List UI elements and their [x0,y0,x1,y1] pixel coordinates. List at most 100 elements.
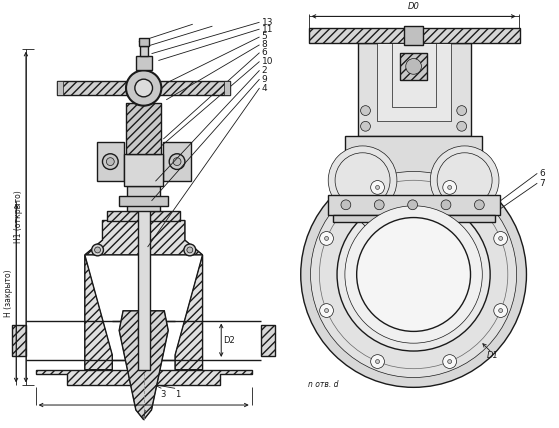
Bar [392,43,436,107]
Circle shape [102,154,118,169]
Circle shape [371,355,385,369]
Text: 8: 8 [262,40,267,49]
Circle shape [443,355,457,369]
Circle shape [475,200,484,210]
Circle shape [337,198,490,351]
Bar [107,211,180,220]
Bar [138,76,150,103]
Circle shape [361,122,371,131]
Text: 9: 9 [262,74,267,83]
Circle shape [325,309,329,312]
Polygon shape [175,255,202,370]
Circle shape [301,162,527,387]
Bar [138,326,150,340]
Text: D0: D0 [408,3,420,12]
Polygon shape [119,311,168,420]
Bar [400,53,427,80]
Text: 4: 4 [262,83,267,92]
Circle shape [328,146,397,214]
Circle shape [325,236,329,241]
Circle shape [499,309,503,312]
Bar [126,103,162,154]
Circle shape [457,122,467,131]
Text: 11: 11 [262,25,273,34]
Text: 1: 1 [176,390,181,399]
Circle shape [457,106,467,116]
Circle shape [430,146,499,214]
Circle shape [437,153,492,208]
Bar [126,103,162,154]
Circle shape [371,181,385,194]
Circle shape [106,158,114,166]
Bar [328,195,500,214]
Text: D2: D2 [223,336,235,345]
Circle shape [494,304,508,318]
Bar [333,214,495,223]
Bar [262,324,275,356]
Text: l: l [143,410,145,420]
Circle shape [448,185,452,190]
Circle shape [320,232,333,245]
Text: 2: 2 [262,66,267,75]
Circle shape [92,244,103,256]
Circle shape [173,158,181,166]
Circle shape [320,304,333,318]
Circle shape [357,217,471,331]
Circle shape [375,200,384,210]
Circle shape [494,232,508,245]
Text: H (закрыто): H (закрыто) [4,269,13,317]
Circle shape [341,200,351,210]
Bar [163,142,191,181]
Circle shape [311,172,517,377]
Text: D: D [350,184,356,193]
Circle shape [126,70,162,106]
Text: 13: 13 [262,18,273,27]
Bar [107,211,180,220]
Bar [58,81,230,95]
Polygon shape [85,255,112,370]
Bar [345,136,482,195]
Text: 10: 10 [262,57,273,66]
Circle shape [184,244,196,256]
Bar [309,28,520,43]
Circle shape [135,79,153,97]
Bar [400,53,427,80]
Circle shape [406,59,421,74]
Polygon shape [36,370,252,385]
Polygon shape [85,220,202,255]
Bar [58,81,63,95]
Bar [309,28,520,43]
Bar [138,326,150,340]
Text: H1 (открыто): H1 (открыто) [14,191,23,244]
Bar [124,154,163,186]
Bar [12,324,26,356]
Bar [262,324,275,356]
Text: 6: 6 [539,169,545,178]
Bar [139,38,149,46]
Text: 6: 6 [262,48,267,57]
Circle shape [448,360,452,363]
Circle shape [335,153,390,208]
Bar [140,46,148,56]
Bar [127,186,160,211]
Bar [224,81,230,95]
Circle shape [408,200,418,210]
Text: D1: D1 [487,351,499,360]
Bar [97,142,124,181]
Text: M: M [408,268,420,281]
Circle shape [361,106,371,116]
Text: 7: 7 [539,179,545,188]
Circle shape [94,247,101,253]
Bar [58,81,230,95]
Text: 3: 3 [160,390,166,399]
Text: n отв. d: n отв. d [307,380,338,389]
Text: 5: 5 [262,33,267,42]
Bar [404,26,423,45]
Circle shape [169,154,185,169]
Bar [138,88,150,370]
Bar [119,196,168,206]
Bar [358,43,471,136]
Circle shape [441,200,451,210]
Circle shape [187,247,193,253]
Circle shape [345,206,482,343]
